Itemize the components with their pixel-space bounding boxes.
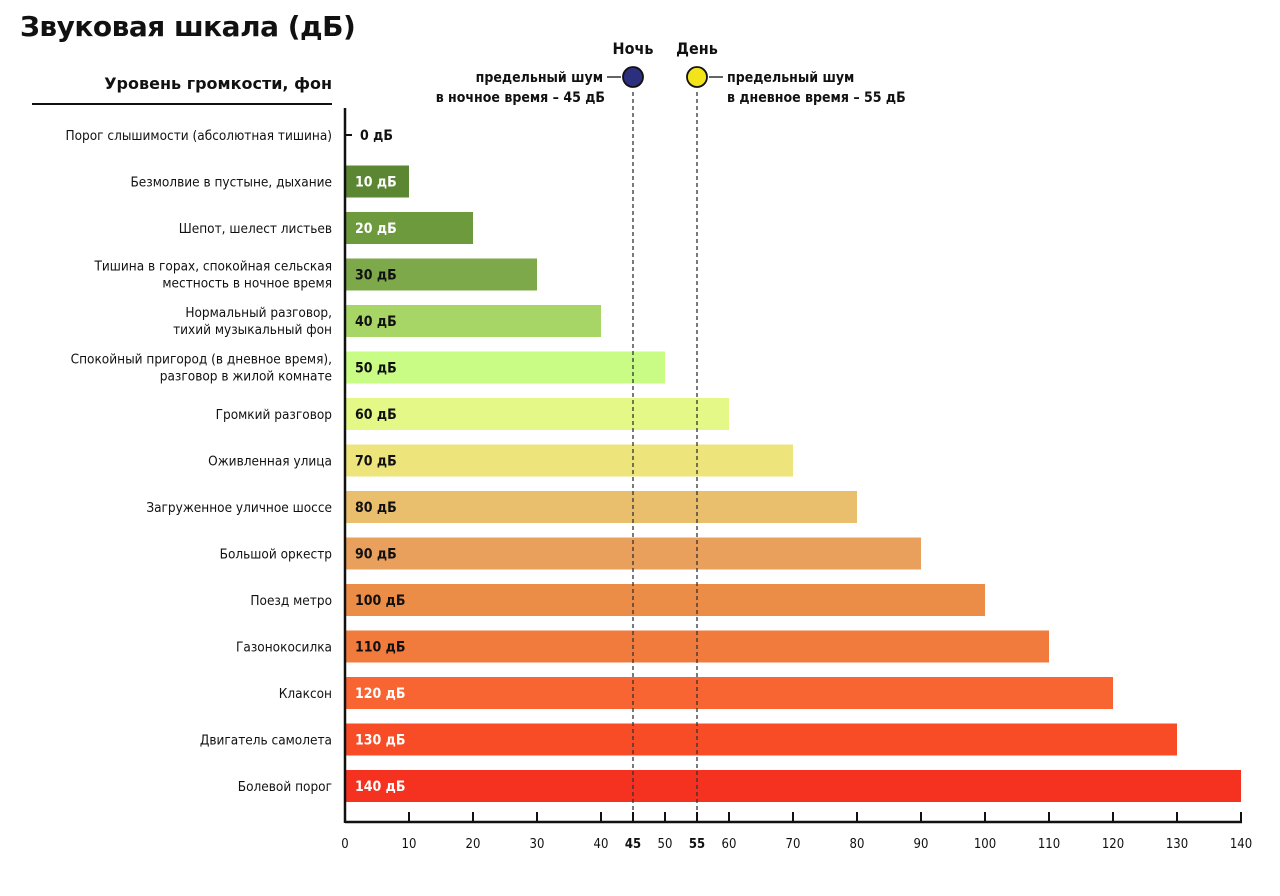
- reference-note-45-line-1: предельный шум: [476, 70, 603, 86]
- bar-label-40db: 40 дБ: [355, 314, 397, 330]
- bar-140db: [345, 770, 1241, 802]
- category-label-14: Болевой порог: [238, 779, 332, 795]
- category-label-1: Безмолвие в пустыне, дыхание: [130, 175, 332, 191]
- category-label-0: Порог слышимости (абсолютная тишина): [65, 128, 332, 144]
- bar-label-0db: 0 дБ: [360, 128, 393, 144]
- bar-70db: [345, 445, 793, 477]
- x-tick-label-60: 60: [722, 837, 737, 852]
- category-label-5-line-1: Спокойный пригород (в дневное время),: [71, 352, 332, 368]
- bar-label-60db: 60 дБ: [355, 407, 397, 423]
- reference-note-45-line-2: в ночное время – 45 дБ: [436, 90, 605, 106]
- reference-name-55: День: [676, 39, 718, 58]
- bar-100db: [345, 584, 985, 616]
- category-label-9: Большой оркестр: [220, 547, 333, 563]
- reference-marker-55: [687, 67, 707, 87]
- x-tick-label-30: 30: [530, 837, 545, 852]
- x-tick-label-70: 70: [786, 837, 801, 852]
- x-tick-label-0: 0: [341, 837, 348, 852]
- x-tick-label-40: 40: [594, 837, 609, 852]
- category-label-3-line-2: местность в ночное время: [162, 276, 332, 292]
- x-tick-label-130: 130: [1166, 837, 1188, 852]
- category-label-3-line-1: Тишина в горах, спокойная сельская: [93, 259, 332, 275]
- category-label-10: Поезд метро: [250, 593, 332, 609]
- bar-label-140db: 140 дБ: [355, 779, 405, 795]
- x-tick-label-140: 140: [1230, 837, 1252, 852]
- bar-label-110db: 110 дБ: [355, 640, 405, 656]
- x-tick-label-45: 45: [625, 837, 641, 852]
- reference-note-55-line-1: предельный шум: [727, 70, 854, 86]
- category-label-13: Двигатель самолета: [200, 733, 332, 749]
- category-label-7: Оживленная улица: [208, 454, 332, 470]
- x-tick-label-50: 50: [658, 837, 673, 852]
- category-label-4-line-1: Нормальный разговор,: [185, 305, 332, 321]
- bar-130db: [345, 724, 1177, 756]
- bar-120db: [345, 677, 1113, 709]
- bar-label-70db: 70 дБ: [355, 454, 397, 470]
- x-tick-label-90: 90: [914, 837, 929, 852]
- reference-marker-45: [623, 67, 643, 87]
- x-tick-label-80: 80: [850, 837, 865, 852]
- category-label-5-line-2: разговор в жилой комнате: [160, 369, 332, 385]
- bar-label-50db: 50 дБ: [355, 361, 397, 377]
- bar-label-90db: 90 дБ: [355, 547, 397, 563]
- x-tick-label-100: 100: [974, 837, 996, 852]
- bar-label-30db: 30 дБ: [355, 268, 397, 284]
- x-tick-label-55: 55: [689, 837, 705, 852]
- bar-label-80db: 80 дБ: [355, 500, 397, 516]
- bar-label-130db: 130 дБ: [355, 733, 405, 749]
- x-tick-label-110: 110: [1038, 837, 1060, 852]
- bar-label-100db: 100 дБ: [355, 593, 405, 609]
- bar-60db: [345, 398, 729, 430]
- x-tick-label-10: 10: [402, 837, 417, 852]
- sound-scale-chart: 0 дБ Порог слышимости (абсолютная тишина)…: [0, 0, 1280, 896]
- bar-label-20db: 20 дБ: [355, 221, 397, 237]
- category-label-2: Шепот, шелест листьев: [179, 221, 332, 237]
- category-label-6: Громкий разговор: [216, 407, 333, 423]
- category-label-8: Загруженное уличное шоссе: [146, 500, 332, 516]
- reference-name-45: Ночь: [613, 39, 654, 58]
- category-label-12: Клаксон: [279, 686, 332, 702]
- bar-label-120db: 120 дБ: [355, 686, 405, 702]
- x-tick-label-20: 20: [466, 837, 481, 852]
- x-tick-label-120: 120: [1102, 837, 1124, 852]
- bar-80db: [345, 491, 857, 523]
- reference-note-55-line-2: в дневное время – 55 дБ: [727, 90, 906, 106]
- category-label-11: Газонокосилка: [236, 640, 332, 656]
- bar-label-10db: 10 дБ: [355, 175, 397, 191]
- category-label-4-line-2: тихий музыкальный фон: [173, 322, 332, 338]
